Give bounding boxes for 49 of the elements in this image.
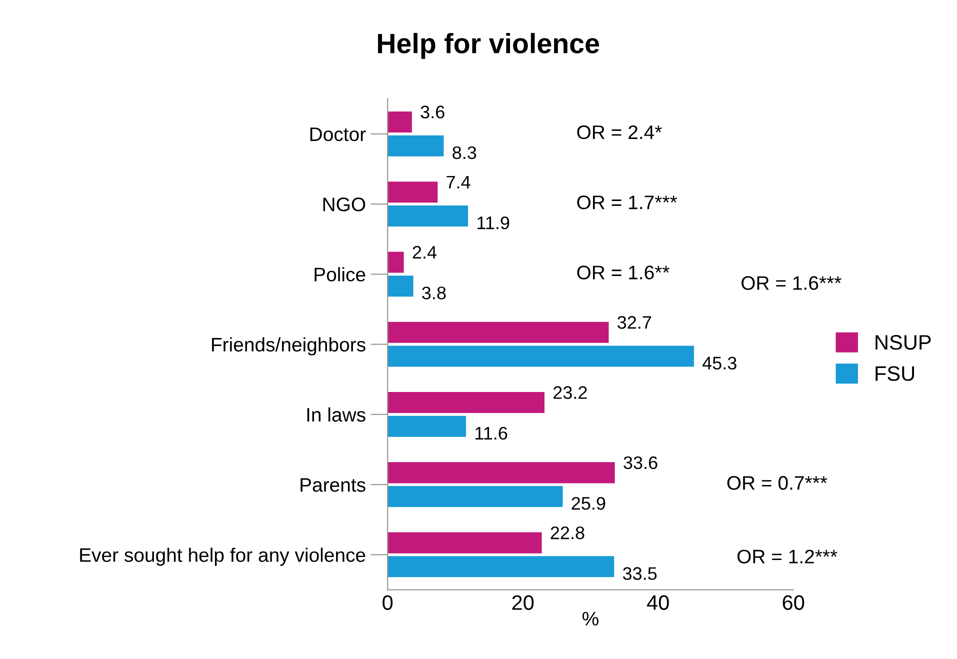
bar <box>388 111 412 133</box>
bar <box>388 135 444 156</box>
bar <box>388 205 468 226</box>
data-label: 33.5 <box>622 567 657 580</box>
data-label: 33.6 <box>624 456 658 470</box>
y-tick-label: Parents <box>300 478 366 492</box>
data-label: 25.9 <box>572 497 606 510</box>
bar <box>388 556 614 578</box>
annotation: OR = 1.6*** <box>742 276 842 290</box>
x-tick-label: 0 <box>382 595 393 610</box>
data-label: 45.3 <box>702 356 736 370</box>
y-tick-label: Friends/neighbors <box>212 337 366 356</box>
data-label: 22.8 <box>550 526 584 540</box>
bar <box>388 486 563 508</box>
x-tick-label: 40 <box>646 595 669 610</box>
bar <box>388 182 438 203</box>
bar <box>388 462 615 484</box>
bar <box>388 416 466 437</box>
annotation: OR = 1.6** <box>577 266 670 280</box>
annotation: OR = 1.2*** <box>737 550 838 564</box>
x-axis-title: % <box>582 612 598 626</box>
y-tick-label: Doctor <box>310 128 366 142</box>
data-label: 23.2 <box>554 386 587 399</box>
bar <box>388 392 544 414</box>
annotation: OR = 0.7*** <box>727 476 828 490</box>
annotation: OR = 2.4* <box>577 125 662 140</box>
data-label: 11.6 <box>476 426 508 440</box>
y-tick-label: Ever sought help for any violence <box>80 548 366 566</box>
bar <box>388 252 404 273</box>
y-tick-label: Police <box>314 267 366 282</box>
data-label: 2.4 <box>412 246 436 259</box>
bar <box>388 532 542 554</box>
x-tick-label: 20 <box>512 595 534 610</box>
data-label: 3.8 <box>422 286 446 300</box>
data-label: 32.7 <box>618 316 652 329</box>
legend-label: NSUP <box>876 334 931 350</box>
chart-title: Help for violence <box>378 32 600 59</box>
bar <box>388 322 609 343</box>
bar <box>388 346 694 367</box>
x-tick-label: 60 <box>782 595 804 610</box>
bar <box>388 276 414 297</box>
data-label: 8.3 <box>452 146 476 160</box>
data-label: 3.6 <box>420 106 444 118</box>
data-label: 7.4 <box>446 176 470 188</box>
annotation: OR = 1.7*** <box>577 196 678 210</box>
data-label: 11.9 <box>478 216 510 230</box>
y-tick-label: NGO <box>323 198 366 212</box>
y-tick-label: In laws <box>307 407 366 422</box>
legend-label: FSU <box>876 366 914 381</box>
